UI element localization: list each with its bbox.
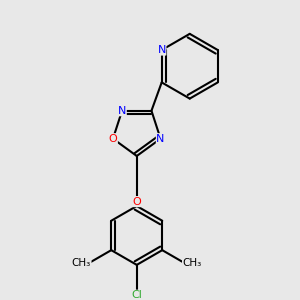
Text: O: O [132,196,141,207]
Text: CH₃: CH₃ [182,258,202,268]
Text: Cl: Cl [131,290,142,300]
Text: N: N [156,134,165,144]
Text: O: O [109,134,117,144]
Text: CH₃: CH₃ [72,258,91,268]
Text: N: N [118,106,126,116]
Text: N: N [158,45,166,55]
